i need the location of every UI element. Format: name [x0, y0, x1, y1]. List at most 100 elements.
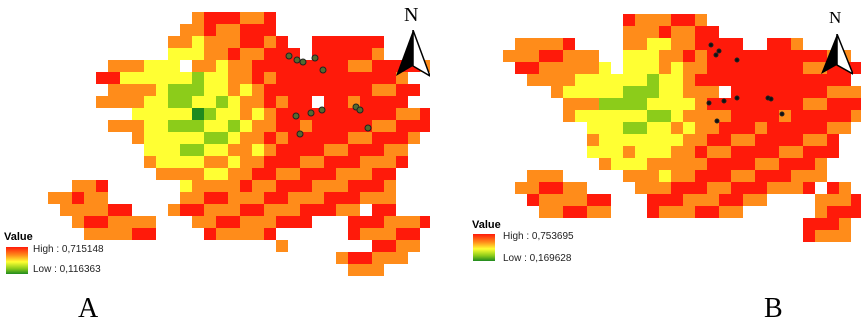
- raster-cell: [635, 134, 647, 146]
- raster-cell: [815, 158, 827, 170]
- raster-cell: [743, 194, 755, 206]
- raster-cell: [96, 204, 108, 216]
- raster-cell: [228, 156, 240, 168]
- raster-cell: [599, 146, 611, 158]
- raster-cell: [731, 122, 743, 134]
- raster-cell: [132, 132, 144, 144]
- raster-cell: [683, 146, 695, 158]
- raster-cell: [204, 120, 216, 132]
- raster-cell: [695, 14, 707, 26]
- raster-cell: [647, 74, 659, 86]
- raster-cell: [348, 132, 360, 144]
- raster-cell: [647, 14, 659, 26]
- occurrence-point: [768, 96, 774, 102]
- raster-cell: [671, 14, 683, 26]
- raster-cell: [204, 144, 216, 156]
- raster-cell: [683, 14, 695, 26]
- raster-cell: [336, 72, 348, 84]
- raster-cell: [252, 168, 264, 180]
- raster-cell: [647, 110, 659, 122]
- raster-cell: [623, 50, 635, 62]
- raster-cell: [252, 84, 264, 96]
- raster-cell: [695, 62, 707, 74]
- raster-cell: [671, 134, 683, 146]
- raster-cell: [324, 36, 336, 48]
- raster-cell: [216, 48, 228, 60]
- raster-cell: [551, 62, 563, 74]
- raster-cell: [731, 62, 743, 74]
- raster-cell: [731, 194, 743, 206]
- raster-cell: [384, 240, 396, 252]
- raster-cell: [228, 12, 240, 24]
- raster-cell: [264, 60, 276, 72]
- raster-cell: [300, 72, 312, 84]
- raster-cell: [348, 228, 360, 240]
- raster-cell: [180, 96, 192, 108]
- raster-cell: [348, 252, 360, 264]
- raster-cell: [743, 50, 755, 62]
- raster-cell: [539, 170, 551, 182]
- raster-cell: [264, 12, 276, 24]
- raster-cell: [228, 180, 240, 192]
- raster-cell: [288, 156, 300, 168]
- raster-cell: [791, 110, 803, 122]
- raster-cell: [324, 132, 336, 144]
- raster-cell: [372, 156, 384, 168]
- raster-cell: [767, 62, 779, 74]
- raster-cell: [396, 108, 408, 120]
- raster-cell: [204, 156, 216, 168]
- north-label: N: [829, 8, 842, 27]
- raster-cell: [360, 48, 372, 60]
- raster-cell: [599, 62, 611, 74]
- raster-cell: [288, 72, 300, 84]
- raster-cell: [815, 206, 827, 218]
- raster-cell: [803, 98, 815, 110]
- raster-cell: [348, 144, 360, 156]
- raster-cell: [204, 168, 216, 180]
- raster-cell: [803, 74, 815, 86]
- raster-cell: [372, 204, 384, 216]
- raster-cell: [791, 182, 803, 194]
- raster-cell: [647, 194, 659, 206]
- raster-cell: [180, 144, 192, 156]
- raster-cell: [719, 146, 731, 158]
- raster-cell: [204, 108, 216, 120]
- raster-cell: [192, 144, 204, 156]
- raster-cell: [156, 120, 168, 132]
- raster-cell: [623, 74, 635, 86]
- legend-high-label: High : 0,715148: [33, 244, 104, 255]
- raster-cell: [336, 252, 348, 264]
- raster-cell: [216, 168, 228, 180]
- raster-cell: [743, 182, 755, 194]
- raster-cell: [276, 36, 288, 48]
- raster-cell: [755, 134, 767, 146]
- raster-cell: [731, 38, 743, 50]
- raster-cell: [96, 228, 108, 240]
- raster-cell: [228, 216, 240, 228]
- raster-cell: [611, 134, 623, 146]
- raster-cell: [204, 204, 216, 216]
- raster-cell: [324, 144, 336, 156]
- raster-cell: [779, 146, 791, 158]
- raster-cell: [372, 48, 384, 60]
- raster-cell: [575, 74, 587, 86]
- raster-cell: [527, 38, 539, 50]
- raster-cell: [132, 216, 144, 228]
- raster-cell: [815, 194, 827, 206]
- raster-cell: [659, 170, 671, 182]
- raster-cell: [767, 122, 779, 134]
- raster-cell: [276, 84, 288, 96]
- raster-cell: [324, 96, 336, 108]
- raster-cell: [180, 192, 192, 204]
- raster-cell: [527, 50, 539, 62]
- raster-cell: [551, 74, 563, 86]
- raster-cell: [575, 86, 587, 98]
- raster-cell: [839, 98, 851, 110]
- raster-cell: [384, 156, 396, 168]
- raster-cell: [216, 60, 228, 72]
- raster-cell: [360, 84, 372, 96]
- raster-cell: [300, 144, 312, 156]
- raster-cell: [264, 216, 276, 228]
- north-label: N: [404, 4, 419, 26]
- raster-cell: [240, 120, 252, 132]
